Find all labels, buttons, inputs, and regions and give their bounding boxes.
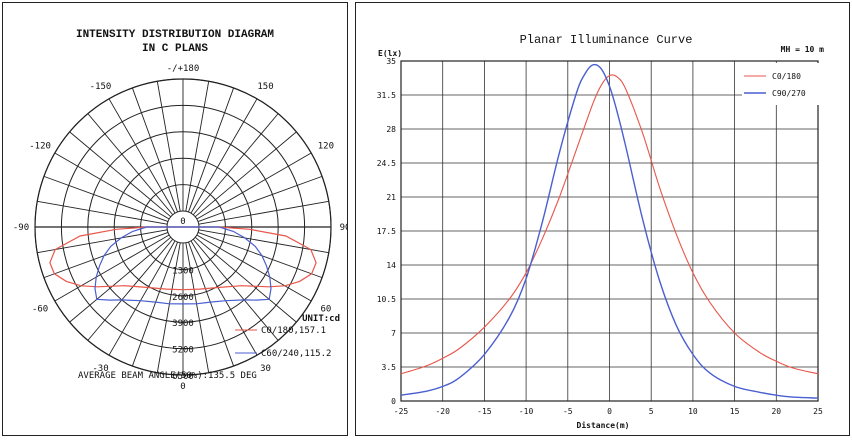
- polar-radial-tick: 6500: [172, 372, 194, 382]
- intensity-distribution-panel: INTENSITY DISTRIBUTION DIAGRAM IN C PLAN…: [2, 2, 351, 436]
- polar-angle-label: -90: [13, 223, 29, 233]
- y-tick-label: 17.5: [377, 227, 396, 236]
- polar-spoke: [54, 152, 170, 220]
- polar-spoke: [131, 87, 178, 213]
- polar-title-line1: INTENSITY DISTRIBUTION DIAGRAM: [76, 29, 274, 41]
- polar-angle-label: 30: [260, 364, 271, 374]
- polar-spoke: [194, 236, 297, 323]
- y-tick-label: 7: [391, 329, 396, 338]
- legend-c0: C0/180,157.1: [261, 326, 326, 336]
- polar-title-line2: IN C PLANS: [142, 43, 208, 55]
- polar-angle-label: -150: [90, 82, 112, 92]
- polar-curves: [49, 226, 317, 305]
- x-tick-label: -20: [435, 407, 450, 416]
- polar-radial-tick: 2600: [172, 293, 194, 303]
- polar-spoke: [69, 236, 172, 323]
- polar-angle-label: -120: [29, 142, 51, 152]
- series-line-1: [400, 63, 819, 399]
- planar-illuminance-panel: Planar Illuminance Curve E(lx) MH = 10 m…: [355, 2, 850, 436]
- polar-spoke: [37, 229, 168, 254]
- polar-spoke: [188, 241, 235, 367]
- y-tick-label: 10.5: [377, 295, 396, 304]
- polar-spoke: [43, 232, 169, 279]
- legend-box: [742, 63, 820, 105]
- legend-c0-180: C0/180: [772, 72, 801, 81]
- y-tick-label: 21: [386, 193, 396, 202]
- y-tick-label: 35: [386, 57, 396, 66]
- intensity-distribution-chart: INTENSITY DISTRIBUTION DIAGRAM IN C PLAN…: [13, 29, 351, 392]
- polar-spoke: [37, 200, 168, 225]
- polar-angle-label: 0: [180, 382, 185, 392]
- beam-angle-footer: AVERAGE BEAM ANGLE(50%):135.5 DEG: [78, 371, 257, 381]
- polar-spoke: [194, 131, 297, 218]
- polar-spoke: [87, 238, 174, 341]
- legend-c90-270: C90/270: [772, 89, 806, 98]
- polar-spoke: [190, 98, 258, 214]
- line-title: Planar Illuminance Curve: [520, 33, 693, 47]
- y-tick-label: 24.5: [377, 159, 396, 168]
- y-axis-label: E(lx): [378, 49, 402, 58]
- polar-spoke: [198, 229, 329, 254]
- polar-spoke: [197, 175, 323, 222]
- polar-grid: [34, 78, 332, 376]
- polar-spoke: [198, 200, 329, 225]
- polar-spoke: [43, 175, 169, 222]
- polar-angle-label: 60: [320, 305, 331, 315]
- planar-illuminance-chart: Planar Illuminance Curve E(lx) MH = 10 m…: [377, 33, 825, 430]
- polar-spoke: [87, 113, 174, 216]
- polar-angle-label: 150: [257, 82, 273, 92]
- mounting-height-note: MH = 10 m: [781, 45, 825, 54]
- polar-spoke: [69, 131, 172, 218]
- polar-spoke: [54, 234, 170, 302]
- x-tick-label: 0: [607, 407, 612, 416]
- polar-spoke: [196, 234, 312, 302]
- polar-spoke: [190, 240, 258, 356]
- x-tick-label: -25: [394, 407, 409, 416]
- x-tick-label: 5: [649, 407, 654, 416]
- line-ticks: -25 -20 -15 -10 -5 0 5 10 15 20 25 0 3.5 7 10.5 14 17.5 2…: [377, 57, 823, 416]
- x-axis-label: Distance(m): [577, 420, 630, 430]
- y-tick-label: 3.5: [382, 363, 397, 372]
- polar-angle-label: -30: [92, 364, 108, 374]
- x-tick-label: 25: [813, 407, 823, 416]
- line-grid: [400, 60, 819, 402]
- polar-radial-tick: 5200: [172, 346, 194, 356]
- polar-spoke: [192, 113, 279, 216]
- plot-frame: [400, 60, 819, 402]
- x-tick-label: 20: [771, 407, 781, 416]
- polar-spoke: [188, 87, 235, 213]
- series-line-0: [400, 74, 819, 375]
- polar-spoke: [196, 152, 312, 220]
- polar-radial-tick: 3900: [172, 319, 194, 329]
- x-tick-label: 15: [730, 407, 740, 416]
- polar-spoke: [156, 242, 181, 373]
- y-tick-label: 28: [386, 125, 396, 134]
- polar-angle-label: -/+180: [167, 64, 200, 74]
- x-tick-label: -5: [563, 407, 573, 416]
- polar-radial-tick: 0: [180, 217, 185, 227]
- polar-radial-tick: 1300: [172, 266, 194, 276]
- x-tick-label: -15: [477, 407, 492, 416]
- x-tick-label: -10: [519, 407, 534, 416]
- polar-angle-label: -60: [32, 305, 48, 315]
- x-tick-label: 10: [688, 407, 698, 416]
- polar-spoke: [156, 81, 181, 212]
- polar-spoke: [197, 232, 323, 279]
- polar-labels: 0 1300 2600 3900 5200 6500 -/+180 -150 150 -120 12…: [13, 64, 351, 392]
- polar-spoke: [185, 81, 210, 212]
- y-tick-label: 31.5: [377, 91, 396, 100]
- polar-spoke: [185, 242, 210, 373]
- polar-spoke: [192, 238, 279, 341]
- polar-spoke: [108, 240, 176, 356]
- y-tick-label: 14: [386, 261, 396, 270]
- polar-spoke: [131, 241, 178, 367]
- legend-c60: C60/240,115.2: [261, 349, 331, 359]
- polar-angle-label: 120: [318, 142, 334, 152]
- polar-curve-1: [94, 226, 272, 305]
- polar-angle-label: 90: [340, 223, 347, 233]
- unit-label: UNIT:cd: [302, 314, 340, 324]
- line-series: [400, 63, 819, 399]
- polar-spoke: [108, 98, 176, 214]
- y-tick-label: 0: [391, 397, 396, 406]
